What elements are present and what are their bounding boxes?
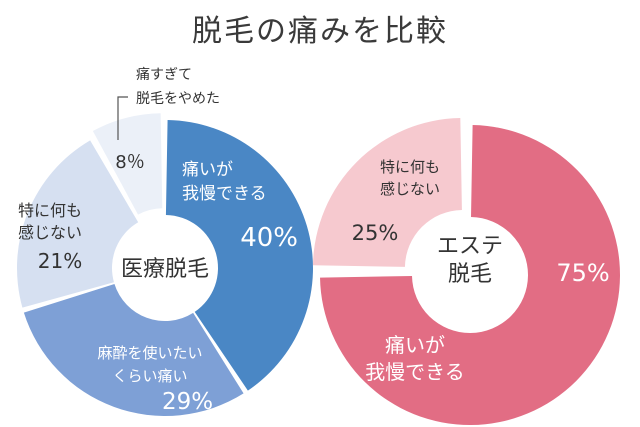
pie-slice [165,120,314,391]
pie-slice [92,113,163,215]
donut-hole [413,218,527,332]
pie-slice [312,117,462,267]
slice-label: 麻酔を使いたいくらい痛い [97,344,202,385]
pie-slice [16,140,139,308]
chart-title: 脱毛の痛みを比較 [192,14,448,49]
data-label: 8％ [115,152,144,173]
slice-label: 痛いが我慢できる [365,333,465,384]
pie-slice [320,125,621,425]
data-label: 75% [556,259,609,287]
data-label: 25% [352,221,399,245]
data-label: 40% [240,223,298,253]
center-label: 医療脱毛 [121,257,209,282]
data-label: 21% [38,249,82,273]
slice-label: 特に何も感じない [380,158,440,198]
donut-hole [113,216,217,320]
pie-slice [23,283,244,416]
slice-label: 痛いが我慢できる [182,160,267,204]
slice-label: 痛すぎて脱毛をやめた [136,66,220,107]
data-label: 29% [162,389,213,415]
center-label: エステ脱毛 [437,234,503,287]
slice-label: 特に何も感じない [18,201,82,242]
leader-line [117,96,128,140]
